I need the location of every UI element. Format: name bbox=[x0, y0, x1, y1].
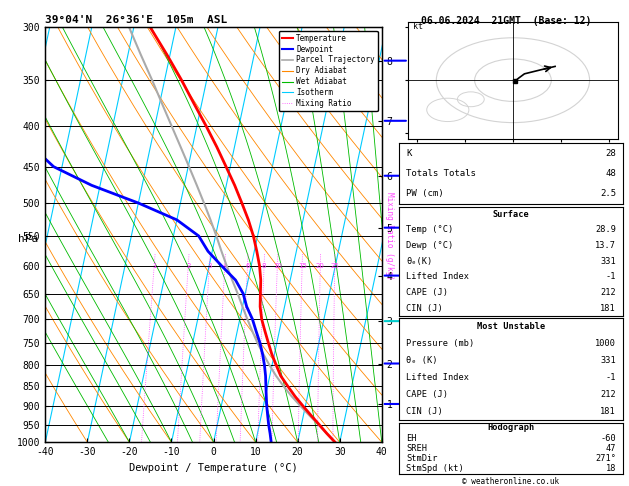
Y-axis label: hPa: hPa bbox=[18, 235, 38, 244]
Text: 1: 1 bbox=[152, 263, 157, 269]
Text: CIN (J): CIN (J) bbox=[406, 304, 443, 312]
Text: -1: -1 bbox=[606, 272, 616, 281]
Text: Surface: Surface bbox=[493, 210, 530, 219]
Text: 6: 6 bbox=[245, 263, 250, 269]
Text: K: K bbox=[406, 149, 411, 158]
Text: θₑ (K): θₑ (K) bbox=[406, 356, 438, 365]
Text: 06.06.2024  21GMT  (Base: 12): 06.06.2024 21GMT (Base: 12) bbox=[421, 16, 591, 26]
Text: CAPE (J): CAPE (J) bbox=[406, 390, 448, 399]
Text: Temp (°C): Temp (°C) bbox=[406, 226, 454, 234]
Text: 13.7: 13.7 bbox=[595, 241, 616, 250]
Text: 331: 331 bbox=[600, 356, 616, 365]
Text: Pressure (mb): Pressure (mb) bbox=[406, 339, 474, 348]
Text: -1: -1 bbox=[606, 373, 616, 382]
Text: 2: 2 bbox=[186, 263, 191, 269]
Text: 15: 15 bbox=[298, 263, 306, 269]
Text: EH: EH bbox=[406, 434, 416, 443]
Text: 28: 28 bbox=[605, 149, 616, 158]
Text: 212: 212 bbox=[600, 288, 616, 297]
Text: CAPE (J): CAPE (J) bbox=[406, 288, 448, 297]
Text: Most Unstable: Most Unstable bbox=[477, 322, 545, 331]
Text: 28.9: 28.9 bbox=[595, 226, 616, 234]
Text: StmDir: StmDir bbox=[406, 454, 438, 463]
Text: Mixing Ratio (g/kg): Mixing Ratio (g/kg) bbox=[385, 192, 394, 280]
Text: StmSpd (kt): StmSpd (kt) bbox=[406, 464, 464, 473]
Text: 4: 4 bbox=[223, 263, 227, 269]
Text: 3: 3 bbox=[207, 263, 211, 269]
X-axis label: Dewpoint / Temperature (°C): Dewpoint / Temperature (°C) bbox=[129, 463, 298, 473]
Text: CL: CL bbox=[432, 361, 442, 370]
Text: Lifted Index: Lifted Index bbox=[406, 272, 469, 281]
Text: Dewp (°C): Dewp (°C) bbox=[406, 241, 454, 250]
Text: 181: 181 bbox=[600, 304, 616, 312]
Text: 18: 18 bbox=[606, 464, 616, 473]
Text: 331: 331 bbox=[600, 257, 616, 266]
Text: © weatheronline.co.uk: © weatheronline.co.uk bbox=[462, 477, 559, 486]
Text: 1000: 1000 bbox=[595, 339, 616, 348]
Y-axis label: km
ASL: km ASL bbox=[401, 224, 418, 245]
Text: 2.5: 2.5 bbox=[600, 190, 616, 198]
Text: 20: 20 bbox=[316, 263, 325, 269]
Text: SREH: SREH bbox=[406, 444, 427, 453]
Legend: Temperature, Dewpoint, Parcel Trajectory, Dry Adiabat, Wet Adiabat, Isotherm, Mi: Temperature, Dewpoint, Parcel Trajectory… bbox=[279, 31, 378, 111]
Text: PW (cm): PW (cm) bbox=[406, 190, 443, 198]
Text: 8: 8 bbox=[262, 263, 267, 269]
Text: kt: kt bbox=[413, 22, 423, 31]
Text: -60: -60 bbox=[600, 434, 616, 443]
Text: Hodograph: Hodograph bbox=[487, 423, 535, 433]
Text: CIN (J): CIN (J) bbox=[406, 407, 443, 417]
Text: 25: 25 bbox=[330, 263, 339, 269]
Text: 10: 10 bbox=[273, 263, 282, 269]
Text: 212: 212 bbox=[600, 390, 616, 399]
Text: Lifted Index: Lifted Index bbox=[406, 373, 469, 382]
Text: Totals Totals: Totals Totals bbox=[406, 169, 476, 178]
Text: 39°04'N  26°36'E  105m  ASL: 39°04'N 26°36'E 105m ASL bbox=[45, 15, 228, 25]
Text: 181: 181 bbox=[600, 407, 616, 417]
Text: 48: 48 bbox=[605, 169, 616, 178]
Text: 47: 47 bbox=[606, 444, 616, 453]
Text: θₑ(K): θₑ(K) bbox=[406, 257, 432, 266]
Text: 271°: 271° bbox=[595, 454, 616, 463]
